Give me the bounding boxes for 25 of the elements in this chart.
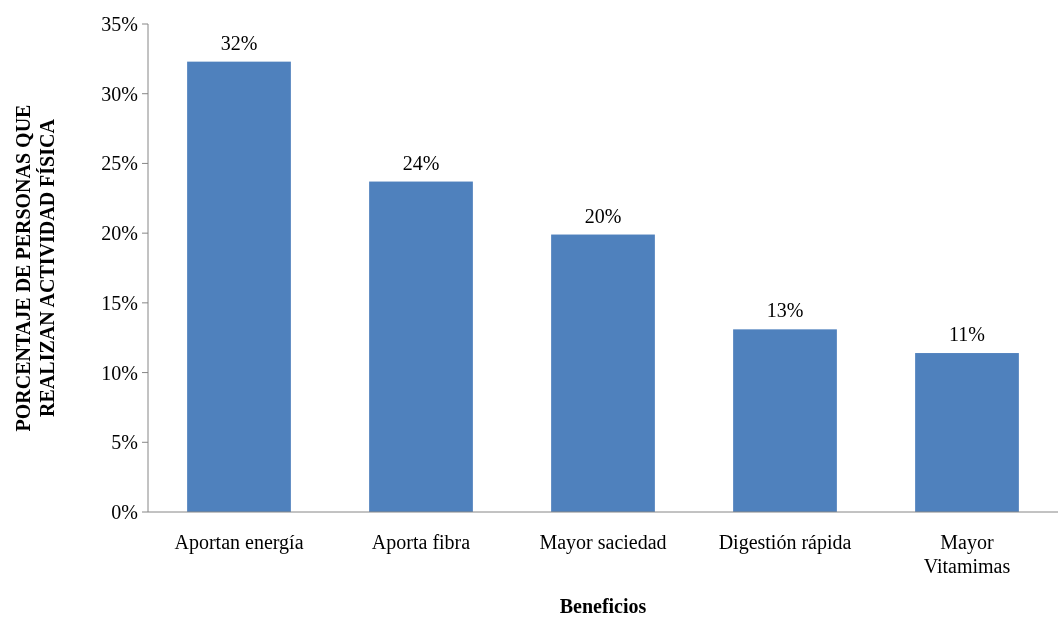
y-tick-label: 20% — [101, 222, 138, 245]
y-tick-label: 30% — [101, 82, 138, 105]
y-tick-label: 10% — [101, 361, 138, 384]
y-tick-label: 15% — [101, 291, 138, 314]
x-tick-label: Aportan energía — [174, 531, 304, 554]
bar — [733, 329, 837, 512]
data-label: 32% — [220, 31, 258, 54]
y-tick-label: 35% — [101, 13, 138, 35]
bar — [369, 181, 473, 512]
x-axis-title: Beneficios — [559, 595, 647, 617]
x-tick-label: Aporta fibra — [371, 531, 471, 554]
data-label: 20% — [584, 204, 622, 227]
y-axis-title: PORCENTAJE DE PERSONAS QUE REALIZAN ACTIVIDAD FÍSICA — [12, 104, 58, 432]
bar — [915, 353, 1019, 512]
y-tick-label: 5% — [111, 431, 138, 454]
data-label: 24% — [402, 151, 440, 174]
x-tick-label: Mayor saciedad — [539, 531, 667, 554]
bar — [551, 234, 655, 512]
x-tick-label: Mayor Vitamimas — [923, 531, 1011, 577]
data-label: 13% — [766, 299, 804, 322]
data-label: 11% — [949, 323, 985, 346]
x-tick-label: Digestión rápida — [718, 531, 852, 554]
y-tick-label: 0% — [111, 501, 138, 523]
y-tick-label: 25% — [101, 152, 138, 175]
bar — [187, 61, 291, 512]
